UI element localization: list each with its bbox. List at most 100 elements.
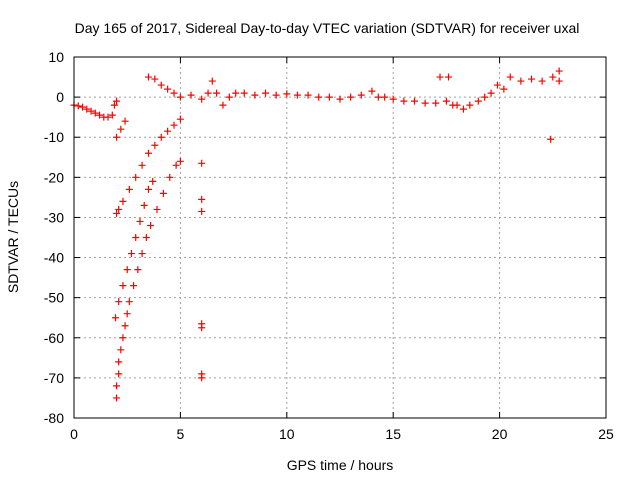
y-tick-label: -70 <box>44 370 64 386</box>
grid <box>74 57 606 418</box>
y-tick-label: -50 <box>44 290 64 306</box>
data-point-arc-3 <box>147 221 155 229</box>
y-axis-label: SDTVAR / TECUs <box>5 181 21 293</box>
data-point-main-band <box>187 91 195 99</box>
data-point-arc-1 <box>113 209 121 217</box>
data-point-main-band <box>204 89 212 97</box>
data-point-arc-2 <box>132 234 140 241</box>
data-point-main-band <box>528 75 536 83</box>
data-point-main-band <box>555 77 563 85</box>
data-point-arc-2 <box>115 298 123 306</box>
data-point-main-band <box>347 93 355 101</box>
data-point-arc-2 <box>123 266 131 274</box>
data-point-arc-3 <box>117 346 125 354</box>
data-point-arc-2 <box>127 250 135 258</box>
data-point-main-band <box>144 73 152 81</box>
data-point-hour-6-points <box>198 195 206 203</box>
data-point-main-band <box>374 93 382 101</box>
data-point-main-band <box>219 101 227 109</box>
data-point-main-band <box>421 99 429 107</box>
data-point-arc-1 <box>121 117 129 125</box>
data-point-arc-1 <box>176 115 184 123</box>
data-point-main-band <box>325 93 333 101</box>
data-point-arc-3 <box>115 358 123 366</box>
data-point-main-band <box>240 89 248 97</box>
tick-labels: 0 5 10 15 20 25 10 0 -10 -20 -30 -40 -50 -60 -70 -80 <box>44 49 614 442</box>
data-point-arc-1 <box>125 185 133 193</box>
data-point-arc-3 <box>142 234 150 241</box>
data-point-main-band <box>368 87 376 95</box>
data-point-main-band <box>381 93 389 101</box>
x-tick-label: 25 <box>598 426 614 442</box>
data-point-main-band <box>400 97 408 105</box>
plot-frame <box>73 56 607 419</box>
y-tick-label: 0 <box>56 89 64 105</box>
data-point-arc-3 <box>119 334 127 342</box>
data-point-main-band <box>493 81 501 89</box>
x-axis-label: GPS time / hours <box>287 457 394 473</box>
data-point-main-band <box>304 91 312 99</box>
data-point-early-cluster <box>74 102 82 110</box>
data-point-main-band <box>198 95 206 103</box>
data-point-main-band <box>272 91 280 99</box>
data-point-main-band <box>293 91 301 99</box>
data-point-main-band <box>549 73 557 81</box>
data-point-main-band <box>225 93 233 101</box>
x-tick-label: 0 <box>70 426 78 442</box>
data-point-main-band <box>283 90 291 98</box>
data-point-arc-1 <box>138 161 146 169</box>
y-tick-label: -10 <box>44 129 64 145</box>
data-point-arc-1 <box>132 173 140 181</box>
data-point-main-band <box>262 89 270 97</box>
y-tick-label: -20 <box>44 169 64 185</box>
data-point-arc-1 <box>151 141 159 149</box>
data-point-main-band <box>517 77 525 85</box>
data-point-main-band <box>232 89 240 97</box>
y-tick-label: -60 <box>44 330 64 346</box>
data-point-main-band <box>445 73 453 81</box>
axis-ticks <box>73 56 607 419</box>
data-point-main-band <box>474 97 482 105</box>
data-point-arc-3 <box>172 161 180 169</box>
y-tick-label: -80 <box>44 410 64 426</box>
data-point-arc-3 <box>113 382 121 390</box>
data-point-main-band <box>453 101 461 109</box>
data-point-hour-6-points <box>198 159 206 167</box>
data-point-main-band <box>389 95 397 103</box>
data-point-arc-3 <box>159 189 167 197</box>
data-point-arc-3 <box>130 282 138 290</box>
data-point-arc-2 <box>144 185 152 193</box>
data-point-early-cluster <box>87 107 95 115</box>
data-point-main-band <box>481 93 489 101</box>
data-points <box>70 67 563 402</box>
data-point-arc-3 <box>134 266 142 274</box>
data-point-arc-3 <box>113 394 121 402</box>
data-point-arc-1 <box>164 127 172 135</box>
data-point-main-band <box>466 101 474 109</box>
chart-title: Day 165 of 2017, Sidereal Day-to-day VTE… <box>75 20 580 36</box>
data-point-arc-2 <box>136 217 144 225</box>
data-point-main-band <box>555 67 563 75</box>
data-point-early-cluster <box>83 105 91 113</box>
data-point-main-band <box>410 97 418 105</box>
data-point-arc-3 <box>125 298 133 306</box>
data-point-main-band <box>506 73 514 81</box>
y-tick-label: 10 <box>48 49 64 65</box>
data-point-arc-2 <box>111 314 119 322</box>
y-tick-label: -30 <box>44 209 64 225</box>
data-point-early-cluster <box>96 111 104 119</box>
data-point-hour-6-points <box>198 324 206 332</box>
data-point-main-band <box>170 89 178 97</box>
data-point-arc-3 <box>176 157 184 165</box>
data-point-main-band <box>442 97 450 105</box>
data-point-hour-6-points <box>198 374 206 382</box>
data-point-arc-1 <box>119 197 127 205</box>
data-point-main-band <box>251 91 259 99</box>
data-point-arc-3 <box>123 310 131 318</box>
x-tick-label: 20 <box>492 426 508 442</box>
data-point-arc-2 <box>119 282 127 290</box>
data-point-early-cluster <box>104 113 112 121</box>
data-point-main-band <box>432 99 440 107</box>
y-tick-label: -40 <box>44 250 64 266</box>
